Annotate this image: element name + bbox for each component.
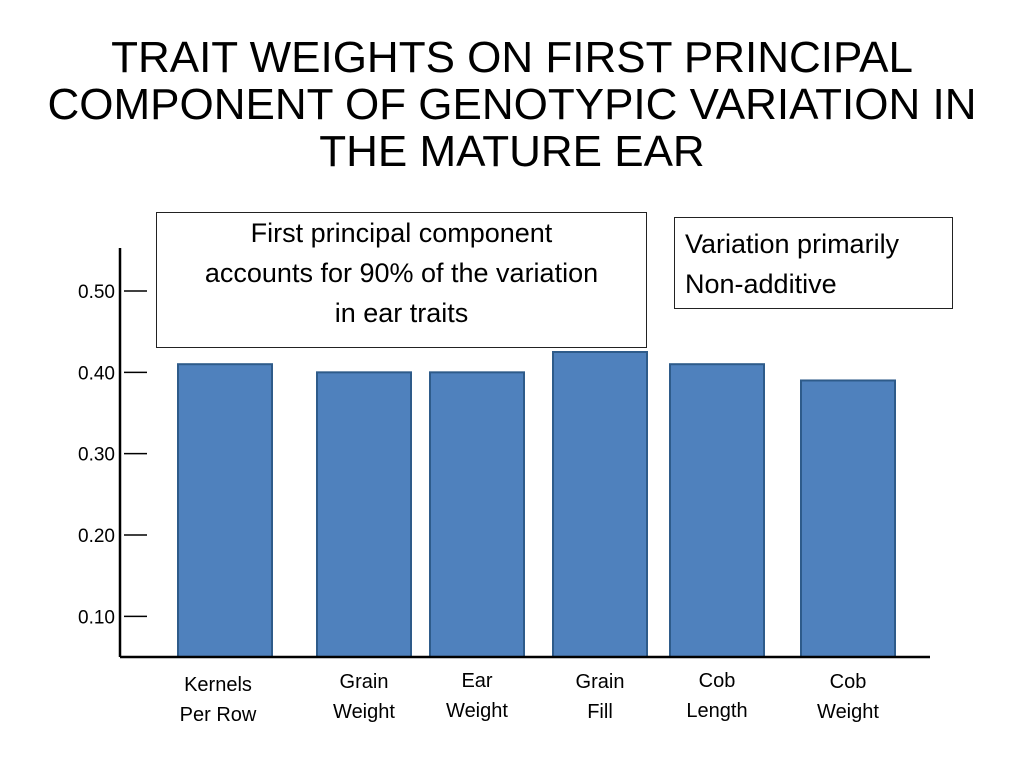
bar: [552, 351, 648, 658]
annotation-box-nonadditive: Variation primarily Non-additive: [674, 217, 953, 309]
y-tick-label: 0.40: [78, 363, 115, 384]
y-tick-label: 0.30: [78, 445, 115, 466]
x-tick-label: Grain Weight: [333, 671, 395, 723]
y-tick-label: 0.50: [78, 282, 115, 303]
annotation-line: Non-additive: [685, 269, 837, 299]
annotation-line: First principal component: [250, 218, 553, 248]
annotation-box-variance: First principal component accounts for 9…: [156, 212, 647, 348]
y-tick-label: 0.20: [78, 526, 115, 547]
x-tick-label: Cob Length: [686, 670, 747, 722]
x-axis-labels: Kernels Per Row Grain Weight Ear Weight Grain F…: [180, 670, 880, 726]
bar: [177, 363, 273, 658]
title-line: TRAIT WEIGHTS ON FIRST PRINCIPAL: [111, 33, 913, 82]
x-tick-label: Ear Weight: [446, 670, 508, 722]
x-tick-label: Cob Weight: [817, 671, 879, 723]
title-line: COMPONENT OF GENOTYPIC VARIATION IN: [47, 80, 977, 129]
x-tick-label: Kernels Per Row: [180, 674, 257, 726]
bar: [316, 371, 412, 658]
annotation-line: Variation primarily: [685, 229, 900, 259]
slide-title: TRAIT WEIGHTS ON FIRST PRINCIPAL COMPONE…: [0, 34, 1024, 175]
y-tick-label: 0.10: [78, 607, 115, 628]
bars-group: [177, 351, 896, 658]
x-tick-label: Grain Fill: [576, 671, 625, 723]
annotation-line: accounts for 90% of the variation: [204, 258, 599, 288]
bar: [429, 371, 525, 658]
bar: [800, 379, 896, 658]
y-axis: 0.10 0.20 0.30 0.40 0.50: [78, 248, 930, 659]
bar: [669, 363, 765, 658]
annotation-line: in ear traits: [334, 298, 469, 328]
title-line: THE MATURE EAR: [319, 127, 705, 176]
